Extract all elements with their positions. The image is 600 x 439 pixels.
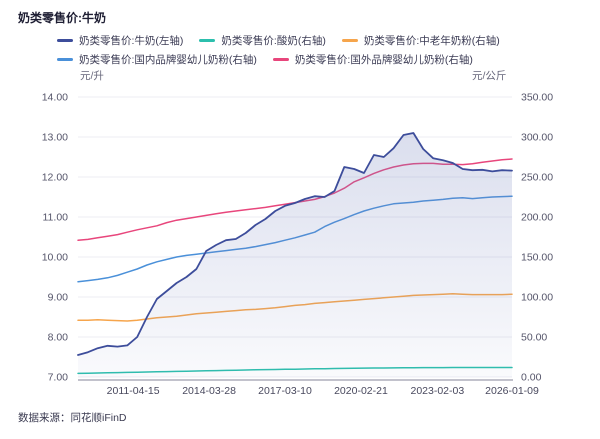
x-axis-label: 2023-02-03 bbox=[410, 385, 464, 397]
x-axis-label: 2014-03-28 bbox=[182, 385, 236, 397]
y-axis-label-left: 13.00 bbox=[42, 132, 68, 144]
legend-label: 奶类零售价:中老年奶粉(右轴) bbox=[363, 35, 500, 47]
chart-plot-area[interactable] bbox=[78, 97, 512, 377]
legend-marker-yogurt bbox=[199, 39, 216, 42]
series-area-milk bbox=[78, 133, 512, 377]
y-axis-label-right: 100.00 bbox=[521, 292, 553, 304]
y-axis-label-left: 7.00 bbox=[48, 372, 69, 384]
legend-label: 奶类零售价:国外品牌婴幼儿奶粉(右轴) bbox=[294, 54, 473, 66]
y-axis-label-left: 11.00 bbox=[43, 212, 69, 224]
y-axis-label-right: 250.00 bbox=[521, 172, 553, 184]
y-axis-label-right: 0.00 bbox=[521, 372, 542, 384]
legend-marker-foreign-infant-formula bbox=[272, 58, 289, 61]
legend-item-yogurt[interactable]: 奶类零售价:酸奶(右轴) bbox=[199, 33, 326, 48]
legend-marker-middle-aged-milk-powder bbox=[341, 39, 358, 42]
legend-item-foreign-infant-formula[interactable]: 奶类零售价:国外品牌婴幼儿奶粉(右轴) bbox=[272, 52, 473, 67]
legend-label: 奶类零售价:国内品牌婴幼儿奶粉(右轴) bbox=[79, 54, 257, 66]
legend-item-middle-aged-milk-powder[interactable]: 奶类零售价:中老年奶粉(右轴) bbox=[341, 33, 500, 48]
legend-row: 奶类零售价:国内品牌婴幼儿奶粉(右轴) 奶类零售价:国外品牌婴幼儿奶粉(右轴) bbox=[57, 52, 500, 67]
left-axis-unit-label: 元/升 bbox=[80, 70, 104, 82]
right-axis-unit-label: 元/公斤 bbox=[472, 70, 507, 82]
legend-label: 奶类零售价:酸奶(右轴) bbox=[221, 35, 326, 47]
legend-label: 奶类零售价:牛奶(左轴) bbox=[79, 35, 184, 47]
series-line-milk bbox=[77, 132, 513, 356]
y-axis-label-left: 9.00 bbox=[48, 292, 69, 304]
y-axis-label-right: 300.00 bbox=[521, 132, 553, 144]
x-axis-label: 2011-04-15 bbox=[107, 385, 160, 397]
y-axis-label-right: 350.00 bbox=[521, 92, 553, 104]
data-source-label: 数据来源：同花顺iFinD bbox=[18, 412, 127, 424]
legend-marker-domestic-infant-formula bbox=[57, 58, 73, 61]
y-axis-label-left: 14.00 bbox=[42, 92, 68, 104]
y-axis-label-right: 200.00 bbox=[521, 212, 553, 224]
legend: 奶类零售价:牛奶(左轴) 奶类零售价:酸奶(右轴) 奶类零售价:中老年奶粉(右轴) 奶… bbox=[57, 33, 500, 67]
x-axis-label: 2017-03-10 bbox=[258, 385, 312, 397]
legend-item-domestic-infant-formula[interactable]: 奶类零售价:国内品牌婴幼儿奶粉(右轴) bbox=[57, 52, 257, 67]
y-axis-label-left: 12.00 bbox=[42, 172, 68, 184]
y-axis-label-left: 10.00 bbox=[42, 252, 68, 264]
legend-marker-milk bbox=[57, 39, 73, 42]
y-axis-label-left: 8.00 bbox=[48, 332, 69, 344]
x-axis-label: 2020-02-21 bbox=[334, 385, 388, 397]
chart-title: 奶类零售价:牛奶 bbox=[18, 11, 106, 25]
x-axis-label: 2026-01-09 bbox=[485, 385, 539, 397]
y-axis-label-right: 150.00 bbox=[521, 252, 553, 264]
legend-item-milk[interactable]: 奶类零售价:牛奶(左轴) bbox=[57, 33, 183, 48]
legend-row: 奶类零售价:牛奶(左轴) 奶类零售价:酸奶(右轴) 奶类零售价:中老年奶粉(右轴) bbox=[57, 33, 500, 48]
y-axis-label-right: 50.00 bbox=[521, 332, 547, 344]
